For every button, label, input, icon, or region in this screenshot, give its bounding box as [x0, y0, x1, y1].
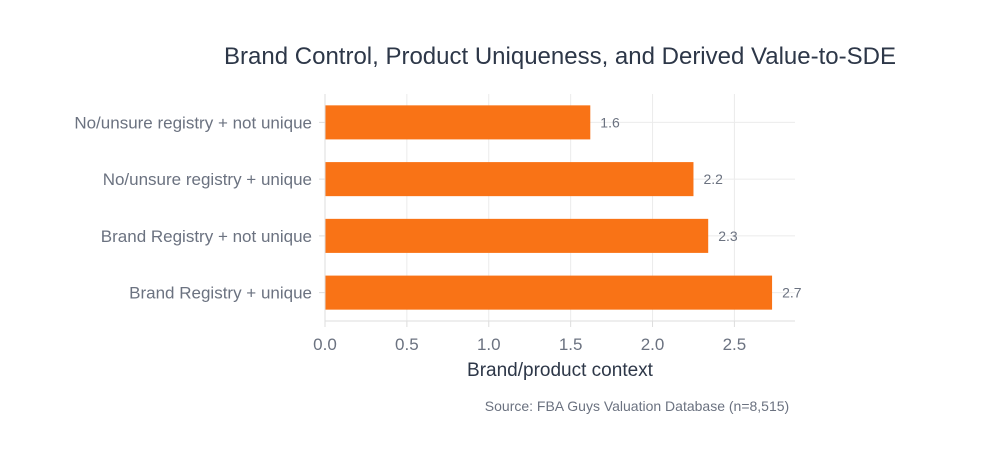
x-axis-title: Brand/product context: [467, 360, 654, 381]
x-tick-label: 1.0: [477, 335, 501, 354]
chart-title: Brand Control, Product Uniqueness, and D…: [224, 43, 896, 70]
y-tick-label: Brand Registry + not unique: [101, 227, 312, 246]
y-tick-label: Brand Registry + unique: [129, 284, 312, 303]
bar: [325, 105, 591, 140]
axes: [319, 94, 795, 327]
bar: [325, 162, 694, 197]
x-tick-label: 1.5: [559, 335, 583, 354]
x-tick-label: 0.5: [395, 335, 419, 354]
bars: [325, 105, 773, 310]
y-tick-label: No/unsure registry + unique: [103, 170, 312, 189]
labels: 1.6 No/unsure registry + not unique 2.2 No/…: [74, 113, 801, 354]
x-tick-label: 2.0: [641, 335, 665, 354]
data-label: 2.3: [718, 228, 738, 244]
data-label: 2.7: [782, 285, 802, 301]
data-label: 2.2: [703, 171, 723, 187]
x-tick-label: 2.5: [723, 335, 747, 354]
bar: [325, 275, 773, 310]
source-note: Source: FBA Guys Valuation Database (n=8…: [485, 398, 789, 414]
x-tick-label: 0.0: [313, 335, 337, 354]
y-tick-label: No/unsure registry + not unique: [74, 113, 312, 132]
data-label: 1.6: [600, 114, 620, 130]
bar: [325, 218, 709, 253]
